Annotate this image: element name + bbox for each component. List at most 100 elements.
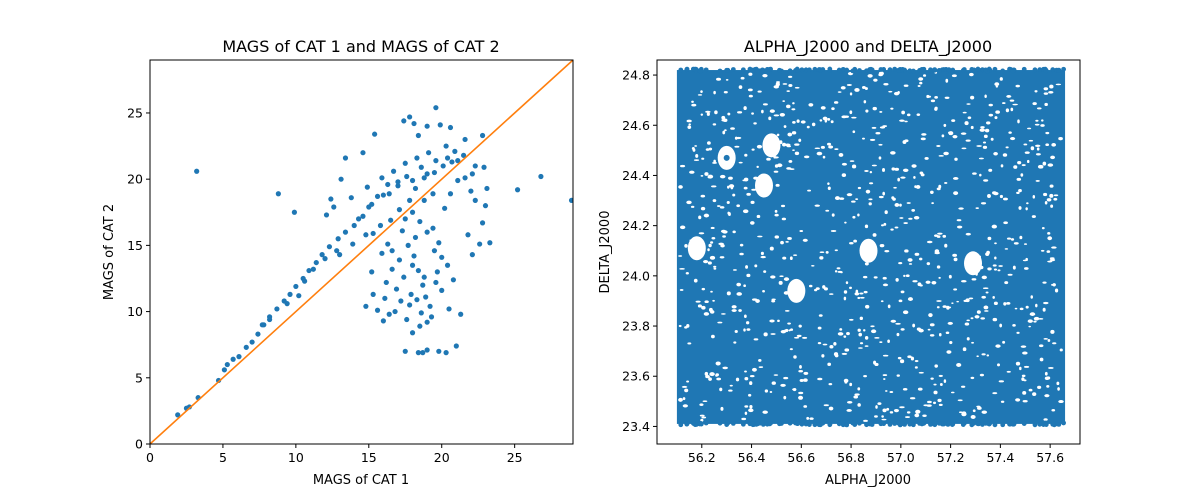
coords-gap (713, 267, 717, 270)
coords-gap (936, 235, 941, 238)
coords-gap (697, 304, 702, 308)
coords-point (1000, 422, 1006, 428)
coords-point (840, 422, 846, 428)
mags-point (224, 361, 230, 368)
coords-gap (705, 374, 710, 379)
coords-point (740, 421, 746, 427)
coords-gap (868, 198, 873, 201)
coords-point (760, 420, 765, 426)
coords-point (928, 421, 933, 427)
mags-y-tick-label: 15 (127, 238, 143, 253)
mags-point (538, 173, 544, 180)
coords-gap (895, 322, 901, 325)
coords-x-tick-label: 57.2 (937, 450, 965, 465)
coords-gap (794, 86, 800, 89)
coords-x-ticks: 56.2 56.4 56.6 56.8 57.0 57.2 57.4 57.6 (688, 444, 1064, 465)
mags-point (443, 350, 449, 356)
coords-point (1056, 421, 1062, 427)
coords-gap (699, 414, 705, 417)
coords-gap (679, 289, 684, 291)
coords-gap (858, 347, 863, 349)
coords-gap (1044, 394, 1050, 398)
coords-gap (870, 325, 875, 328)
coords-point (787, 68, 793, 74)
coords-gap (883, 82, 889, 86)
coords-gap (852, 130, 856, 134)
coords-gap (949, 340, 953, 345)
coords-gap (794, 151, 800, 156)
coords-gap (720, 406, 724, 411)
coords-gap (948, 274, 952, 279)
coords-gap (831, 213, 835, 217)
coords-gap (988, 168, 993, 172)
coords-gap (738, 309, 742, 312)
coords-gap (853, 239, 857, 243)
coords-gap (863, 419, 868, 422)
coords-gap (927, 400, 932, 404)
coords-gap (972, 172, 977, 175)
coords-point (827, 66, 833, 72)
coords-gap (956, 300, 960, 303)
coords-gap (1037, 318, 1044, 320)
coords-gap (762, 290, 765, 293)
coords-gap (707, 248, 710, 252)
coords-gap (1041, 119, 1044, 122)
coords-gap (1049, 184, 1054, 188)
coords-gap (972, 409, 976, 413)
coords-gap (1054, 288, 1059, 293)
coords-gap (786, 145, 792, 148)
coords-gap (918, 371, 924, 374)
mags-y-tick-label: 20 (127, 172, 143, 187)
coords-gap (749, 405, 753, 409)
coords-gap (846, 409, 852, 412)
mags-point (393, 286, 400, 292)
coords-gap (884, 249, 890, 253)
coords-point (971, 67, 977, 73)
coords-gap (782, 100, 786, 102)
coords-gap (829, 293, 834, 295)
coords-gap (974, 315, 980, 319)
mags-point (302, 278, 308, 284)
coords-gap (793, 355, 797, 359)
coords-gap (879, 126, 886, 129)
coords-chart-title: ALPHA_J2000 and DELTA_J2000 (744, 37, 992, 57)
coords-gap (930, 190, 934, 195)
mags-point (412, 185, 419, 192)
coords-gap (1023, 243, 1028, 245)
mags-point (409, 177, 416, 184)
coords-gap (792, 149, 795, 152)
coords-gap (730, 127, 735, 130)
coords-gap (727, 185, 730, 189)
coords-point (836, 421, 842, 427)
coords-gap (1050, 155, 1056, 160)
coords-gap (1016, 191, 1020, 194)
coords-gap (1021, 164, 1026, 167)
coords-gap (783, 125, 787, 129)
coords-gap (800, 120, 806, 124)
coords-gap (970, 317, 974, 320)
coords-gap (914, 413, 920, 418)
coords-gap (710, 334, 715, 339)
coords-gap (688, 123, 691, 126)
coords-gap (851, 164, 857, 169)
coords-gap (865, 304, 870, 309)
mags-point (274, 306, 280, 312)
coords-hole (687, 236, 706, 261)
coords-point (907, 421, 913, 427)
coords-gap (899, 203, 902, 207)
coords-gap (921, 133, 927, 136)
coords-gap (988, 113, 994, 117)
coords-gap (926, 262, 931, 266)
coords-gap (995, 110, 1000, 114)
coords-gap (786, 90, 790, 92)
coords-gap (881, 415, 884, 418)
coords-gap (786, 104, 791, 109)
mags-point (267, 314, 273, 320)
coords-gap (1005, 146, 1009, 149)
coords-gap (998, 380, 1005, 383)
coords-gap (788, 84, 793, 88)
coords-gap (825, 251, 829, 254)
mags-point (215, 377, 222, 384)
coords-gap (936, 300, 942, 302)
coords-gap (746, 192, 751, 196)
